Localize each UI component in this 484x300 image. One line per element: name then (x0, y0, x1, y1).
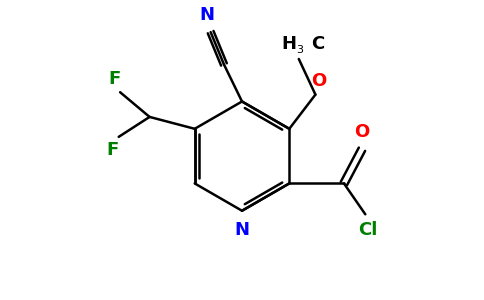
Text: Cl: Cl (358, 221, 378, 239)
Text: F: F (107, 141, 119, 159)
Text: F: F (108, 70, 121, 88)
Text: C: C (311, 35, 324, 53)
Text: O: O (311, 72, 326, 90)
Text: 3: 3 (296, 45, 303, 55)
Text: N: N (235, 221, 249, 239)
Text: H: H (281, 35, 296, 53)
Text: N: N (199, 6, 214, 24)
Text: O: O (354, 123, 370, 141)
